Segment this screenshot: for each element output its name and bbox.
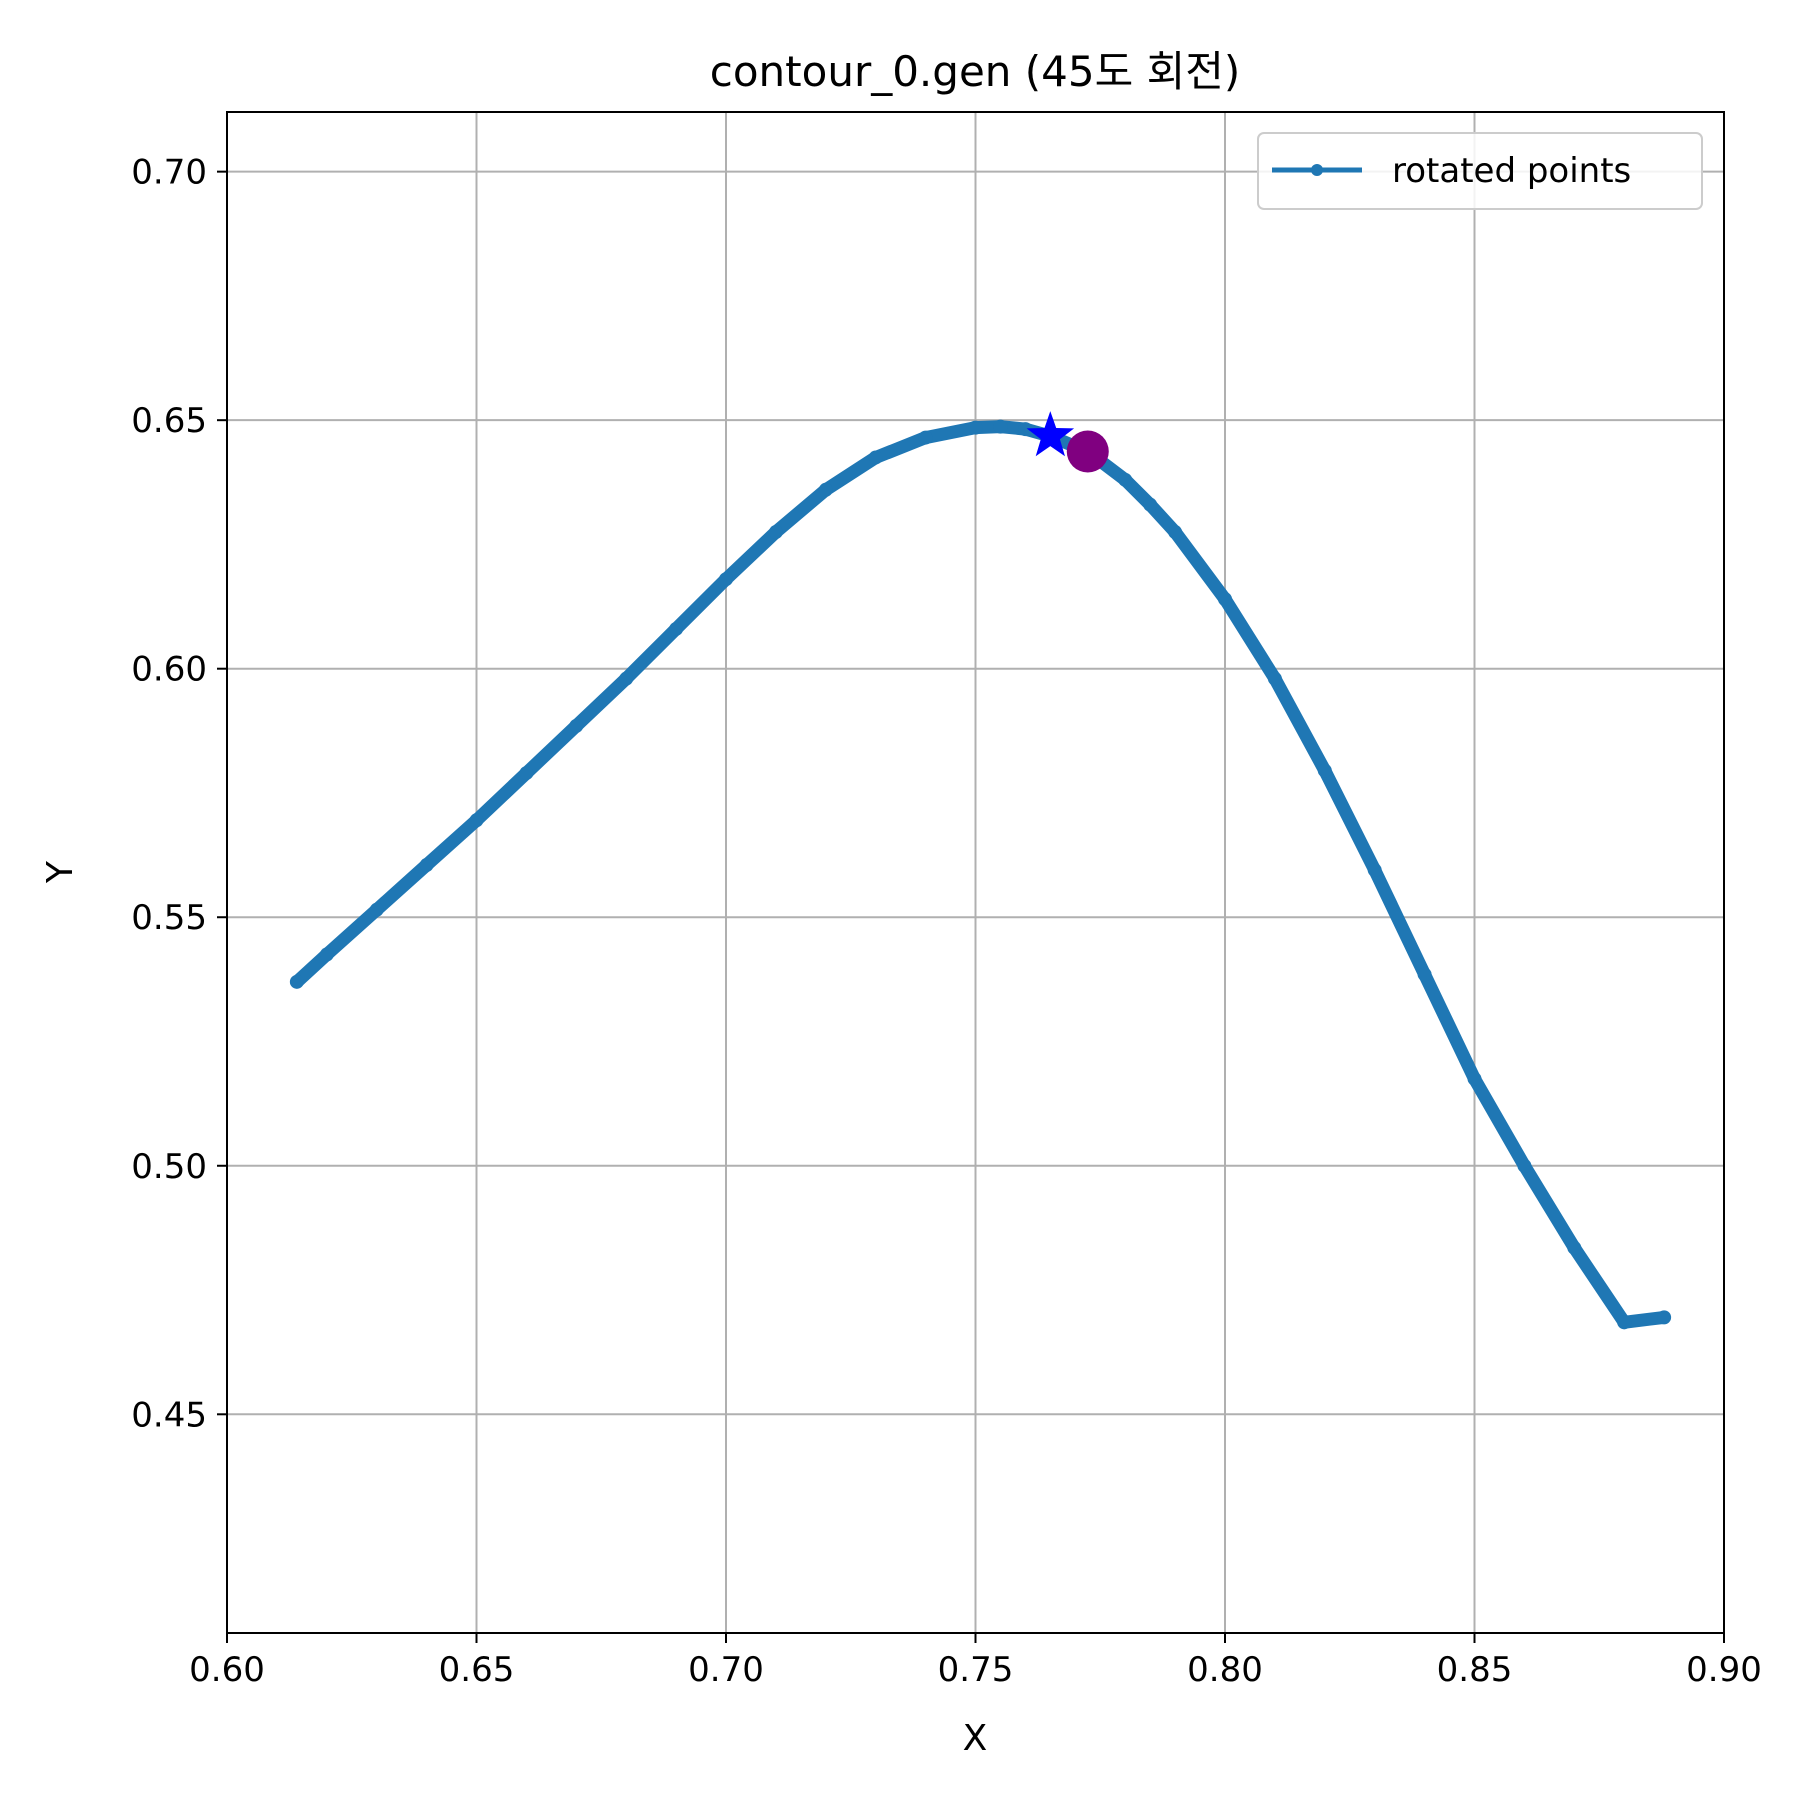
y-tick-label: 0.50 <box>131 1147 207 1187</box>
x-tick-label: 0.85 <box>1437 1650 1513 1690</box>
data-point <box>719 572 733 587</box>
x-tick-label: 0.75 <box>938 1650 1014 1690</box>
data-point <box>289 974 304 989</box>
data-point <box>993 419 1008 434</box>
data-point <box>818 482 833 497</box>
x-tick-label: 0.60 <box>189 1650 265 1690</box>
data-point <box>619 671 634 686</box>
data-point <box>1317 763 1332 778</box>
data-point <box>669 621 684 636</box>
legend-label: rotated points <box>1392 151 1631 191</box>
data-point <box>1567 1240 1582 1255</box>
x-axis-label: X <box>963 1718 988 1759</box>
circle-marker <box>1066 430 1109 473</box>
x-axis-ticks: 0.60 0.65 0.70 0.75 0.80 0.85 0.90 <box>189 1633 1762 1690</box>
x-tick-label: 0.70 <box>688 1650 764 1690</box>
data-point <box>1218 592 1232 607</box>
data-point <box>1267 671 1282 686</box>
data-point <box>768 525 783 540</box>
data-point <box>419 858 434 873</box>
data-point <box>1018 422 1033 437</box>
data-point <box>968 420 983 435</box>
data-point <box>1367 863 1382 878</box>
legend-box <box>1257 132 1703 210</box>
y-tick-label: 0.60 <box>131 650 207 690</box>
data-point <box>1168 525 1183 540</box>
star-marker <box>1026 411 1075 457</box>
plot-area <box>289 411 1672 1330</box>
data-point <box>1617 1315 1632 1330</box>
y-tick-label: 0.70 <box>131 153 207 193</box>
data-point <box>1118 472 1133 487</box>
data-point <box>369 902 384 917</box>
x-tick-label: 0.65 <box>439 1650 515 1690</box>
x-tick-label: 0.90 <box>1686 1650 1762 1690</box>
data-point <box>319 947 334 962</box>
data-point <box>868 450 883 465</box>
y-axis-label: Y <box>40 860 81 884</box>
data-point <box>1467 1071 1482 1086</box>
data-point <box>918 430 933 445</box>
data-point <box>1657 1310 1672 1325</box>
data-point <box>469 813 484 828</box>
legend: rotated points <box>1257 132 1703 210</box>
x-tick-label: 0.80 <box>1187 1650 1263 1690</box>
legend-marker <box>1311 164 1323 176</box>
data-point <box>569 718 584 733</box>
y-tick-label: 0.45 <box>131 1395 207 1435</box>
chart-title: contour_0.gen (45도 회전) <box>710 47 1241 96</box>
data-point <box>1417 967 1432 982</box>
data-point <box>1143 497 1158 512</box>
data-point <box>519 766 534 781</box>
y-tick-label: 0.55 <box>131 898 207 938</box>
data-point <box>1517 1158 1532 1173</box>
y-tick-label: 0.65 <box>131 401 207 441</box>
y-axis-ticks: 0.45 0.50 0.55 0.60 0.65 0.70 <box>131 153 227 1435</box>
